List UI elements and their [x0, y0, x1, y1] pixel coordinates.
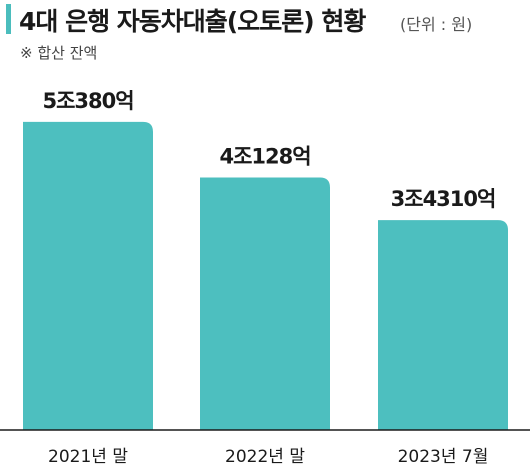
- title-accent-bar: [6, 4, 11, 34]
- value-label-1: 5조380억: [42, 89, 133, 113]
- x-tick-label-3: 2023년 7월: [398, 447, 489, 467]
- value-label-group: 5조380억 4조128억 3조4310억: [42, 89, 496, 211]
- value-label-2: 4조128억: [219, 145, 310, 169]
- bar-1: [23, 121, 153, 430]
- bar-group: [23, 121, 508, 430]
- bar-3: [378, 220, 508, 430]
- value-label-3: 3조4310억: [391, 187, 496, 211]
- x-tick-label-2: 2022년 말: [225, 447, 305, 467]
- chart-title: 4대 은행 자동차대출(오토론) 현황: [19, 7, 366, 36]
- x-tick-label-1: 2021년 말: [48, 447, 128, 467]
- bar-2: [200, 177, 330, 430]
- x-tick-label-group: 2021년 말 2022년 말 2023년 7월: [48, 447, 488, 467]
- unit-label: (단위 : 원): [400, 15, 473, 34]
- footnote: ※ 합산 잔액: [20, 44, 98, 62]
